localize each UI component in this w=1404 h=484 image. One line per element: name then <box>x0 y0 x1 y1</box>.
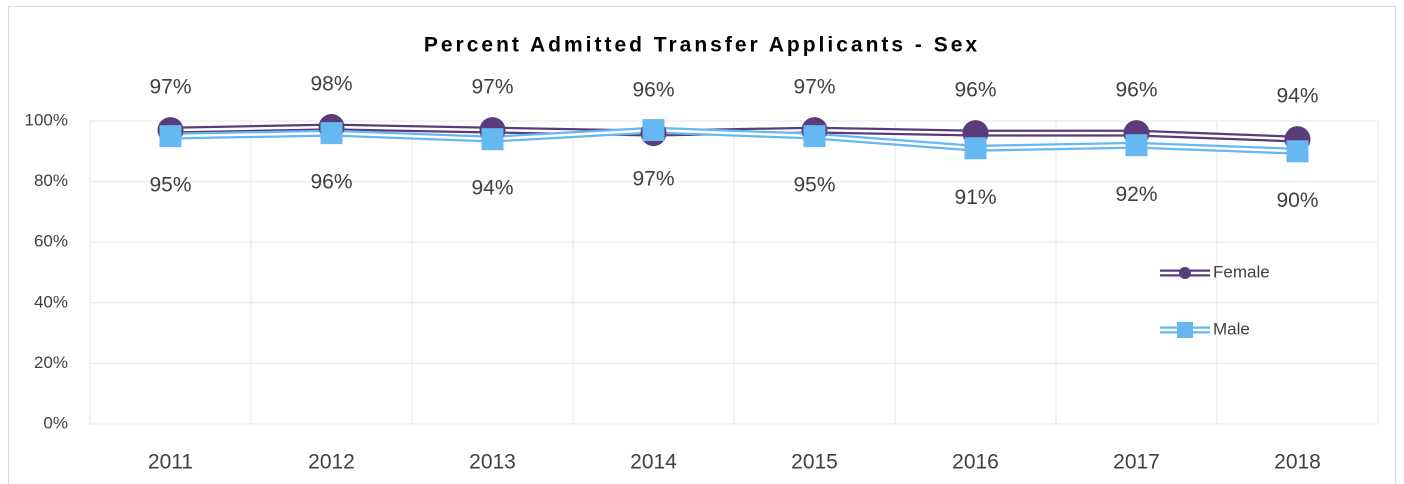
legend-label: Male <box>1213 319 1250 338</box>
data-point <box>803 125 826 148</box>
data-label: 98% <box>310 73 352 96</box>
x-tick-label: 2012 <box>308 451 355 474</box>
x-tick-label: 2018 <box>1274 451 1321 474</box>
data-label: 97% <box>632 168 674 191</box>
data-label: 97% <box>149 76 191 99</box>
y-tick-label: 100% <box>25 110 68 129</box>
data-label: 96% <box>632 79 674 102</box>
data-label: 96% <box>1115 79 1157 102</box>
data-point <box>642 119 665 142</box>
data-point <box>1125 134 1148 157</box>
data-label: 95% <box>149 174 191 197</box>
x-tick-label: 2016 <box>952 451 999 474</box>
data-label: 91% <box>954 186 996 209</box>
x-tick-label: 2011 <box>148 451 193 474</box>
legend-marker <box>1179 267 1191 279</box>
data-label: 92% <box>1115 183 1157 206</box>
data-label: 95% <box>793 174 835 197</box>
data-label: 96% <box>954 79 996 102</box>
chart-title: Percent Admitted Transfer Applicants - S… <box>424 34 980 57</box>
y-tick-label: 40% <box>34 292 68 311</box>
legend-marker <box>1177 322 1193 338</box>
y-tick-label: 0% <box>43 413 68 432</box>
chart-border <box>8 6 1396 484</box>
data-point <box>964 137 987 160</box>
legend-label: Female <box>1213 262 1270 281</box>
y-tick-label: 20% <box>34 353 68 372</box>
data-label: 94% <box>1276 85 1318 108</box>
x-tick-label: 2017 <box>1113 451 1160 474</box>
data-point <box>481 128 504 151</box>
data-label: 94% <box>471 177 513 200</box>
data-point <box>320 122 343 145</box>
x-tick-label: 2013 <box>469 451 516 474</box>
y-tick-label: 60% <box>34 232 68 251</box>
data-label: 96% <box>310 171 352 194</box>
data-label: 97% <box>471 76 513 99</box>
x-tick-label: 2014 <box>630 451 677 474</box>
series-line-inner <box>170 128 1298 153</box>
data-label: 97% <box>793 76 835 99</box>
data-point <box>159 125 182 148</box>
data-label: 90% <box>1276 189 1318 212</box>
data-point <box>1286 140 1309 163</box>
y-tick-label: 80% <box>34 171 68 190</box>
x-tick-label: 2015 <box>791 451 838 474</box>
